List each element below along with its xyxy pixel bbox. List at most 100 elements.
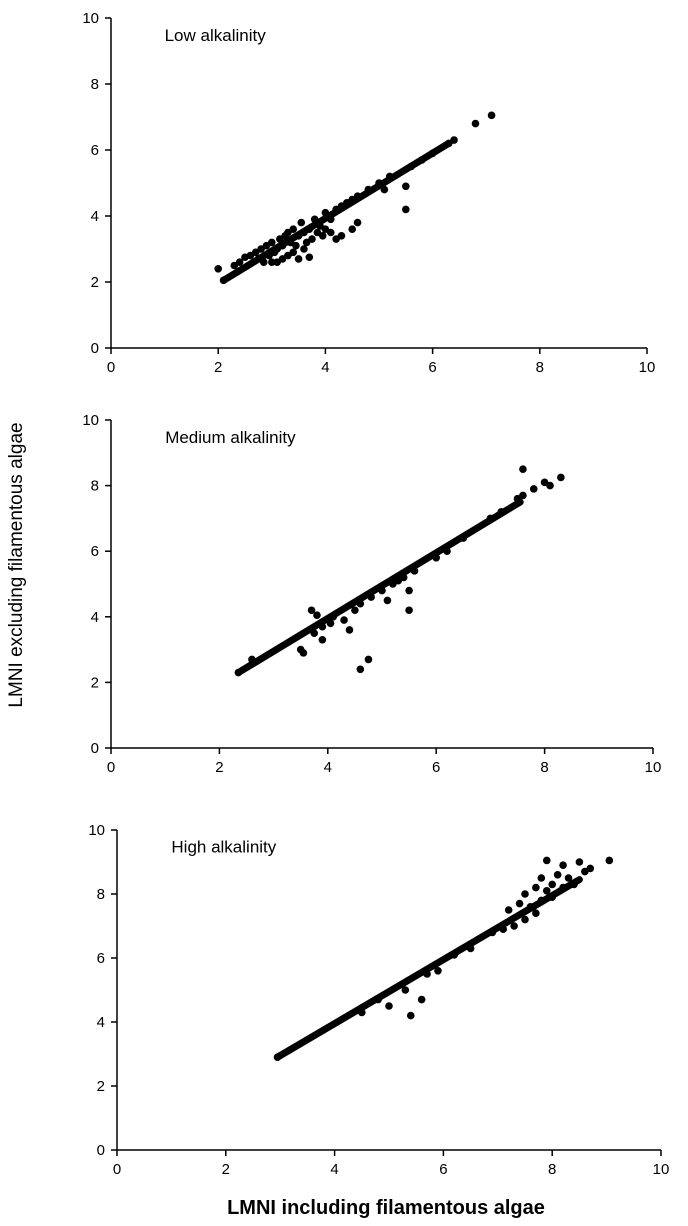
- data-point: [356, 599, 365, 608]
- data-point: [326, 228, 335, 237]
- data-point: [423, 970, 431, 978]
- data-point: [235, 258, 244, 267]
- data-point: [310, 629, 319, 637]
- data-point: [385, 1002, 393, 1010]
- data-point: [375, 179, 383, 187]
- y-tick-label: 0: [91, 740, 99, 757]
- x-tick-label: 8: [536, 359, 544, 376]
- data-point: [292, 241, 300, 250]
- data-point: [459, 534, 468, 542]
- y-tick-label: 10: [82, 10, 99, 27]
- data-point: [294, 255, 303, 263]
- data-point: [321, 208, 330, 217]
- data-point: [351, 606, 359, 615]
- data-point: [353, 192, 362, 200]
- data-point: [405, 606, 413, 615]
- data-point: [521, 890, 529, 898]
- y-tick-label: 6: [91, 543, 99, 560]
- data-point: [248, 655, 256, 664]
- data-point: [318, 635, 327, 644]
- x-tick-label: 10: [645, 759, 662, 776]
- dense-point-band: [234, 498, 524, 677]
- data-point: [318, 232, 327, 240]
- x-tick-label: 0: [113, 1161, 121, 1178]
- data-point: [234, 668, 243, 677]
- y-tick-label: 10: [88, 822, 105, 839]
- data-point: [318, 622, 327, 631]
- data-point: [345, 626, 354, 634]
- data-point: [399, 573, 408, 582]
- data-point: [488, 928, 497, 937]
- data-point: [486, 514, 495, 523]
- y-tick-label: 2: [91, 674, 99, 691]
- data-point: [548, 893, 556, 901]
- data-point: [406, 1011, 415, 1020]
- data-point: [326, 215, 335, 224]
- data-point: [519, 465, 527, 474]
- data-point: [519, 491, 527, 500]
- x-tick-label: 10: [639, 359, 656, 376]
- x-tick-label: 0: [107, 359, 115, 376]
- y-tick-label: 4: [97, 1014, 105, 1031]
- data-point: [273, 1053, 282, 1061]
- y-axis-title: LMNI excluding filamentous algae: [6, 422, 27, 707]
- data-point: [450, 951, 459, 959]
- y-tick-label: 4: [91, 609, 99, 626]
- data-point: [289, 248, 298, 257]
- data-point: [300, 245, 308, 253]
- x-tick-label: 2: [215, 759, 223, 776]
- x-tick-label: 4: [330, 1161, 338, 1178]
- x-tick-label: 6: [439, 1161, 447, 1178]
- data-point: [278, 241, 287, 250]
- data-point: [405, 586, 413, 595]
- scatter-panel-3: 0 2 4 6 8 10 0 2 4 6 8 10 High alkalinity: [88, 822, 669, 1178]
- data-point: [326, 619, 335, 628]
- data-point: [471, 119, 480, 128]
- data-point: [307, 606, 316, 615]
- data-point: [329, 613, 338, 621]
- data-point: [378, 586, 386, 595]
- data-point: [348, 225, 357, 233]
- data-point: [297, 218, 306, 227]
- x-tick-label: 4: [321, 359, 329, 376]
- scatter-panel-2: 0 2 4 6 8 10 0 2 4 6 8 10 Medium alkalinity: [82, 412, 661, 776]
- data-point: [380, 185, 389, 194]
- data-point: [410, 567, 419, 575]
- data-point: [499, 925, 508, 933]
- data-point: [259, 258, 268, 267]
- y-tick-label: 2: [97, 1078, 105, 1095]
- data-point: [466, 944, 475, 953]
- x-axis-title: LMNI including filamentous algae: [227, 1197, 545, 1219]
- y-tick-label: 0: [91, 340, 99, 357]
- data-point: [553, 871, 562, 879]
- y-tick-label: 8: [97, 886, 105, 903]
- x-tick-label: 8: [548, 1161, 556, 1178]
- data-point: [385, 172, 394, 181]
- data-point: [450, 136, 458, 144]
- y-tick-label: 10: [82, 412, 99, 429]
- data-point: [434, 967, 442, 975]
- y-tick-label: 8: [91, 478, 99, 495]
- data-point: [401, 986, 410, 994]
- data-point: [289, 225, 298, 233]
- data-point: [537, 874, 546, 882]
- panel-title: Low alkalinity: [165, 26, 267, 45]
- data-point: [364, 185, 373, 194]
- data-point: [428, 149, 437, 158]
- data-point: [570, 880, 578, 889]
- data-point: [374, 995, 382, 1004]
- data-point: [564, 874, 573, 882]
- data-point: [532, 909, 540, 917]
- data-point: [586, 864, 595, 873]
- data-point: [402, 182, 410, 191]
- data-point: [521, 915, 529, 924]
- data-point: [575, 858, 584, 866]
- y-tick-label: 8: [91, 76, 99, 93]
- panel-title: High alkalinity: [171, 837, 276, 856]
- data-point: [605, 856, 614, 865]
- data-point: [537, 896, 546, 905]
- x-tick-label: 2: [222, 1161, 230, 1178]
- data-point: [546, 481, 554, 490]
- data-point: [268, 258, 276, 267]
- data-point: [310, 215, 319, 224]
